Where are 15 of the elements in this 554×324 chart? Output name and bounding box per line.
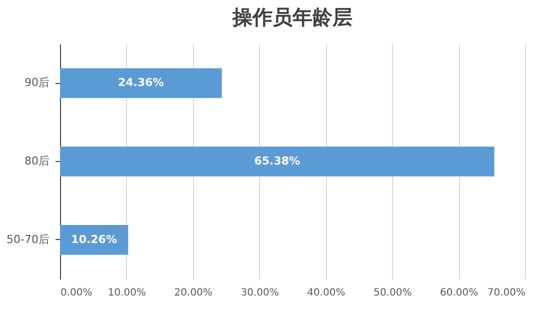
x-tick-label: 20.00% — [174, 288, 212, 298]
chart-title: 操作员年龄层 — [232, 5, 352, 29]
y-tick-label: 50-70后 — [6, 232, 50, 246]
x-tick-label: 50.00% — [374, 288, 412, 298]
data-label: 24.36% — [118, 76, 164, 90]
x-tick-label: 30.00% — [240, 288, 279, 298]
y-tick-label: 80后 — [24, 154, 50, 168]
data-label: 65.38% — [254, 154, 300, 168]
x-tick-label: 40.00% — [307, 288, 346, 298]
y-tick-label: 90后 — [24, 76, 50, 90]
x-tick-label: 10.00% — [108, 288, 146, 298]
data-label: 10.26% — [71, 232, 117, 246]
x-tick-label: 60.00% — [440, 288, 478, 298]
x-tick-label: 0.00% — [60, 288, 92, 298]
x-tick-label: 70.00% — [487, 288, 526, 298]
